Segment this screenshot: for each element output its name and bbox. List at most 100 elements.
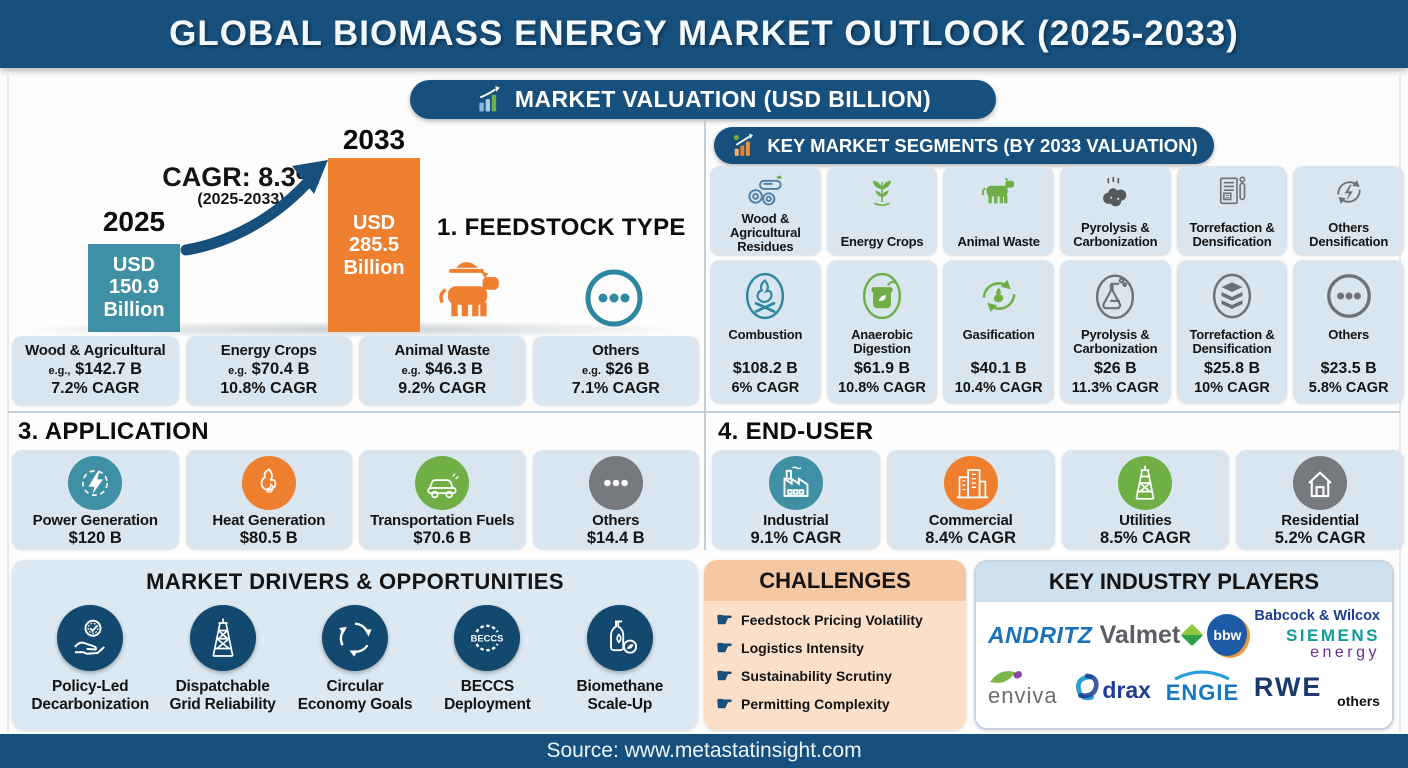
beccs-gear-icon: BECCS	[471, 624, 504, 652]
key-players-panel: KEY INDUSTRY PLAYERS ANDRITZ Valmet bbw …	[974, 560, 1394, 730]
lightning-icon	[82, 469, 109, 497]
market-drivers-title: MARKET DRIVERS & OPPORTUNITIES	[146, 569, 564, 594]
key-players-title: KEY INDUSTRY PLAYERS	[976, 562, 1392, 602]
market-drivers-row: Policy-Led Decarbonization Dispatchable Gr…	[12, 595, 698, 714]
bar-chart-growth-icon	[479, 85, 500, 111]
babcock-wilcox-text: Babcock & Wilcox	[1254, 608, 1380, 624]
segment-card-animal-waste: Animal Waste	[943, 166, 1054, 255]
siemens-logo: SIEMENS	[1285, 626, 1380, 646]
driver-beccs: BECCS BECCS Deployment	[421, 605, 553, 714]
flask-icon	[1096, 274, 1135, 320]
enviva-logo: enviva	[988, 667, 1058, 709]
svg-text:BECCS: BECCS	[471, 633, 504, 643]
segments-row-feedstock: Wood & Agricultural Residues Energy Crop…	[710, 166, 1404, 255]
coal-smoke-icon	[1103, 176, 1127, 207]
logo-row-2: enviva drax ENGIE RWE others	[988, 667, 1380, 709]
hand-check-icon	[74, 619, 106, 655]
growth-arrow-icon	[180, 160, 328, 256]
segment-card-anaerobic-digestion: Anaerobic Digestion $61.9 B 10.8% CAGR	[826, 260, 938, 403]
application-card-transportation: Transportation Fuels $70.6 B	[359, 450, 526, 549]
end-user-card-residential: Residential 5.2% CAGR	[1236, 450, 1404, 549]
pointing-hand-icon: ☛	[716, 637, 734, 659]
engie-arc-icon	[1174, 670, 1231, 680]
segment-card-combustion: Combustion $108.2 B 6% CAGR	[710, 260, 821, 403]
vertical-divider	[704, 120, 706, 550]
challenge-item: ☛ Feedstock Pricing Volatility	[716, 609, 923, 631]
pointing-hand-icon: ☛	[716, 665, 734, 687]
digester-tank-icon	[862, 272, 902, 320]
buildings-icon	[956, 469, 988, 499]
bar-2033: USD 285.5 Billion	[328, 158, 420, 332]
bar-2025-value: USD 150.9 Billion	[103, 254, 165, 321]
valmet-logo: Valmet	[1100, 621, 1204, 650]
cow-icon	[439, 261, 499, 317]
title-banner: GLOBAL BIOMASS ENERGY MARKET OUTLOOK (20…	[0, 0, 1408, 68]
house-icon	[1308, 471, 1332, 498]
source-text: Source: www.metastatinsight.com	[546, 739, 862, 762]
key-market-segments-label: KEY MARKET SEGMENTS (BY 2033 VALUATION)	[767, 134, 1198, 156]
end-user-title: 4. END-USER	[718, 418, 874, 445]
segment-card-pyrolysis-carbonization: Pyrolysis & Carbonization $26 B 11.3% CA…	[1059, 260, 1171, 403]
wood-logs-icon	[748, 175, 783, 206]
segment-card-others-densification: Others Densification	[1293, 166, 1404, 255]
bar-2033-value: USD 285.5 Billion	[343, 212, 405, 279]
ellipsis-circle-icon	[1326, 274, 1371, 318]
biomethane-bottle-icon	[609, 620, 637, 654]
application-title: 3. APPLICATION	[18, 418, 209, 445]
driver-biomethane: Biomethane Scale-Up	[554, 605, 686, 714]
segment-card-others: Others $23.5 B 5.8% CAGR	[1293, 260, 1404, 403]
ellipsis-icon	[603, 479, 628, 487]
application-cards: Power Generation $120 B Heat Generation …	[12, 450, 699, 549]
end-user-card-commercial: Commercial 8.4% CAGR	[886, 450, 1055, 549]
bar-chart-growth-icon	[734, 133, 754, 156]
year-2033-label: 2033	[342, 124, 406, 155]
campfire-icon	[746, 272, 785, 320]
rwe-logo: RWE	[1253, 672, 1323, 703]
logo-row-1: ANDRITZ Valmet bbw Babcock & Wilcox SIEM…	[988, 608, 1380, 662]
pellet-document-icon	[1219, 176, 1246, 205]
energy-crop-plant-icon	[872, 180, 892, 206]
stacked-layers-icon	[1212, 273, 1252, 319]
market-drivers-panel: MARKET DRIVERS & OPPORTUNITIES Policy-Le…	[12, 560, 698, 730]
car-icon	[427, 473, 460, 499]
driver-circular-economy: Circular Economy Goals	[289, 605, 421, 714]
drax-loop-icon	[1076, 673, 1100, 701]
segments-row-conversion: Combustion $108.2 B 6% CAGR Anaerobic Di…	[710, 260, 1404, 403]
feedstock-card-energy-crops: Energy Crops e.g. $70.4 B 10.8% CAGR	[185, 336, 352, 405]
market-valuation-label: MARKET VALUATION (USD BILLION)	[514, 86, 932, 112]
feedstock-title: 1. FEEDSTOCK TYPE	[437, 214, 686, 241]
challenge-item: ☛ Permitting Complexity	[716, 693, 890, 715]
application-card-others: Others $14.4 B	[532, 450, 699, 549]
key-market-segments-header: KEY MARKET SEGMENTS (BY 2033 VALUATION)	[714, 127, 1214, 164]
feedstock-cards: Wood & Agricultural e.g., $142.7 B 7.2% …	[12, 336, 699, 405]
babcock-wilcox-logo: bbw Babcock & Wilcox SIEMENS energy	[1207, 608, 1380, 662]
feedstock-card-animal-waste: Animal Waste e.g. $46.3 B 9.2% CAGR	[359, 336, 526, 405]
end-user-cards: Industrial 9.1% CAGR Commercial 8.4% CAG…	[712, 450, 1404, 549]
source-bar: Source: www.metastatinsight.com	[0, 734, 1408, 768]
cow-icon	[981, 177, 1014, 204]
segment-card-wood-residues: Wood & Agricultural Residues	[710, 166, 821, 255]
drax-logo: drax	[1072, 672, 1151, 704]
segment-card-gasification: Gasification $40.1 B 10.4% CAGR	[943, 260, 1054, 403]
pointing-hand-icon: ☛	[716, 693, 734, 715]
transmission-tower-icon	[212, 618, 234, 657]
siemens-energy-text: energy	[1310, 644, 1380, 662]
valmet-diamond-icon	[1180, 624, 1204, 647]
segment-card-torrefaction-densification: Torrefaction & Densification $25.8 B 10%…	[1176, 260, 1288, 403]
market-valuation-header: MARKET VALUATION (USD BILLION)	[410, 80, 996, 119]
bar-2025: USD 150.9 Billion	[88, 244, 180, 332]
logo-rows: ANDRITZ Valmet bbw Babcock & Wilcox SIEM…	[976, 602, 1392, 709]
segment-card-pyrolysis: Pyrolysis & Carbonization	[1059, 166, 1171, 255]
challenge-item: ☛ Logistics Intensity	[716, 637, 864, 659]
end-user-card-utilities: Utilities 8.5% CAGR	[1061, 450, 1230, 549]
driver-policy-decarbonization: Policy-Led Decarbonization	[24, 605, 156, 714]
year-2025-label: 2025	[102, 206, 166, 237]
cycle-bolt-icon	[1337, 180, 1361, 204]
challenges-panel: CHALLENGES ☛ Feedstock Pricing Volatility…	[704, 560, 966, 730]
application-card-heat: Heat Generation $80.5 B	[185, 450, 352, 549]
transmission-tower-icon	[1135, 465, 1155, 500]
end-user-card-industrial: Industrial 9.1% CAGR	[712, 450, 880, 549]
application-card-power: Power Generation $120 B	[12, 450, 179, 549]
page-title: GLOBAL BIOMASS ENERGY MARKET OUTLOOK (20…	[169, 14, 1239, 53]
